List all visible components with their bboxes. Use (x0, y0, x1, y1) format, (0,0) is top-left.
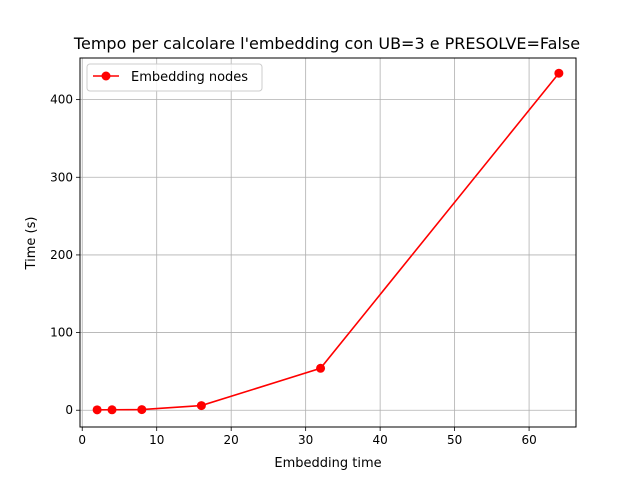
chart-title: Tempo per calcolare l'embedding con UB=3… (73, 34, 580, 53)
x-axis-label: Embedding time (274, 456, 381, 471)
data-point (137, 405, 147, 415)
y-tick-label: 300 (50, 170, 73, 184)
legend-marker-swatch (101, 71, 111, 81)
legend: Embedding nodes (86, 63, 263, 92)
x-tick-label: 10 (149, 433, 164, 447)
data-point (316, 363, 326, 373)
x-tick-label: 40 (372, 433, 387, 447)
axis-ticks: 0 10 20 30 40 50 60 0 100 200 300 400 (50, 93, 537, 447)
data-point (107, 405, 117, 415)
y-axis-label: Time (s) (24, 217, 39, 271)
plot-area-frame (79, 57, 577, 428)
legend-box (86, 63, 263, 92)
data-point (92, 405, 102, 415)
y-tick-label: 200 (50, 248, 73, 262)
x-tick-label: 0 (78, 433, 86, 447)
y-tick-label: 400 (50, 93, 73, 107)
y-tick-label: 0 (65, 403, 73, 417)
y-tick-label: 100 (50, 326, 73, 340)
x-tick-label: 30 (298, 433, 313, 447)
data-point (554, 68, 564, 78)
x-tick-label: 50 (447, 433, 462, 447)
x-tick-label: 60 (521, 433, 536, 447)
grid-lines (80, 58, 576, 427)
data-point (196, 401, 206, 411)
x-tick-label: 20 (224, 433, 239, 447)
series-layer (92, 68, 564, 415)
legend-label: Embedding nodes (131, 70, 248, 85)
